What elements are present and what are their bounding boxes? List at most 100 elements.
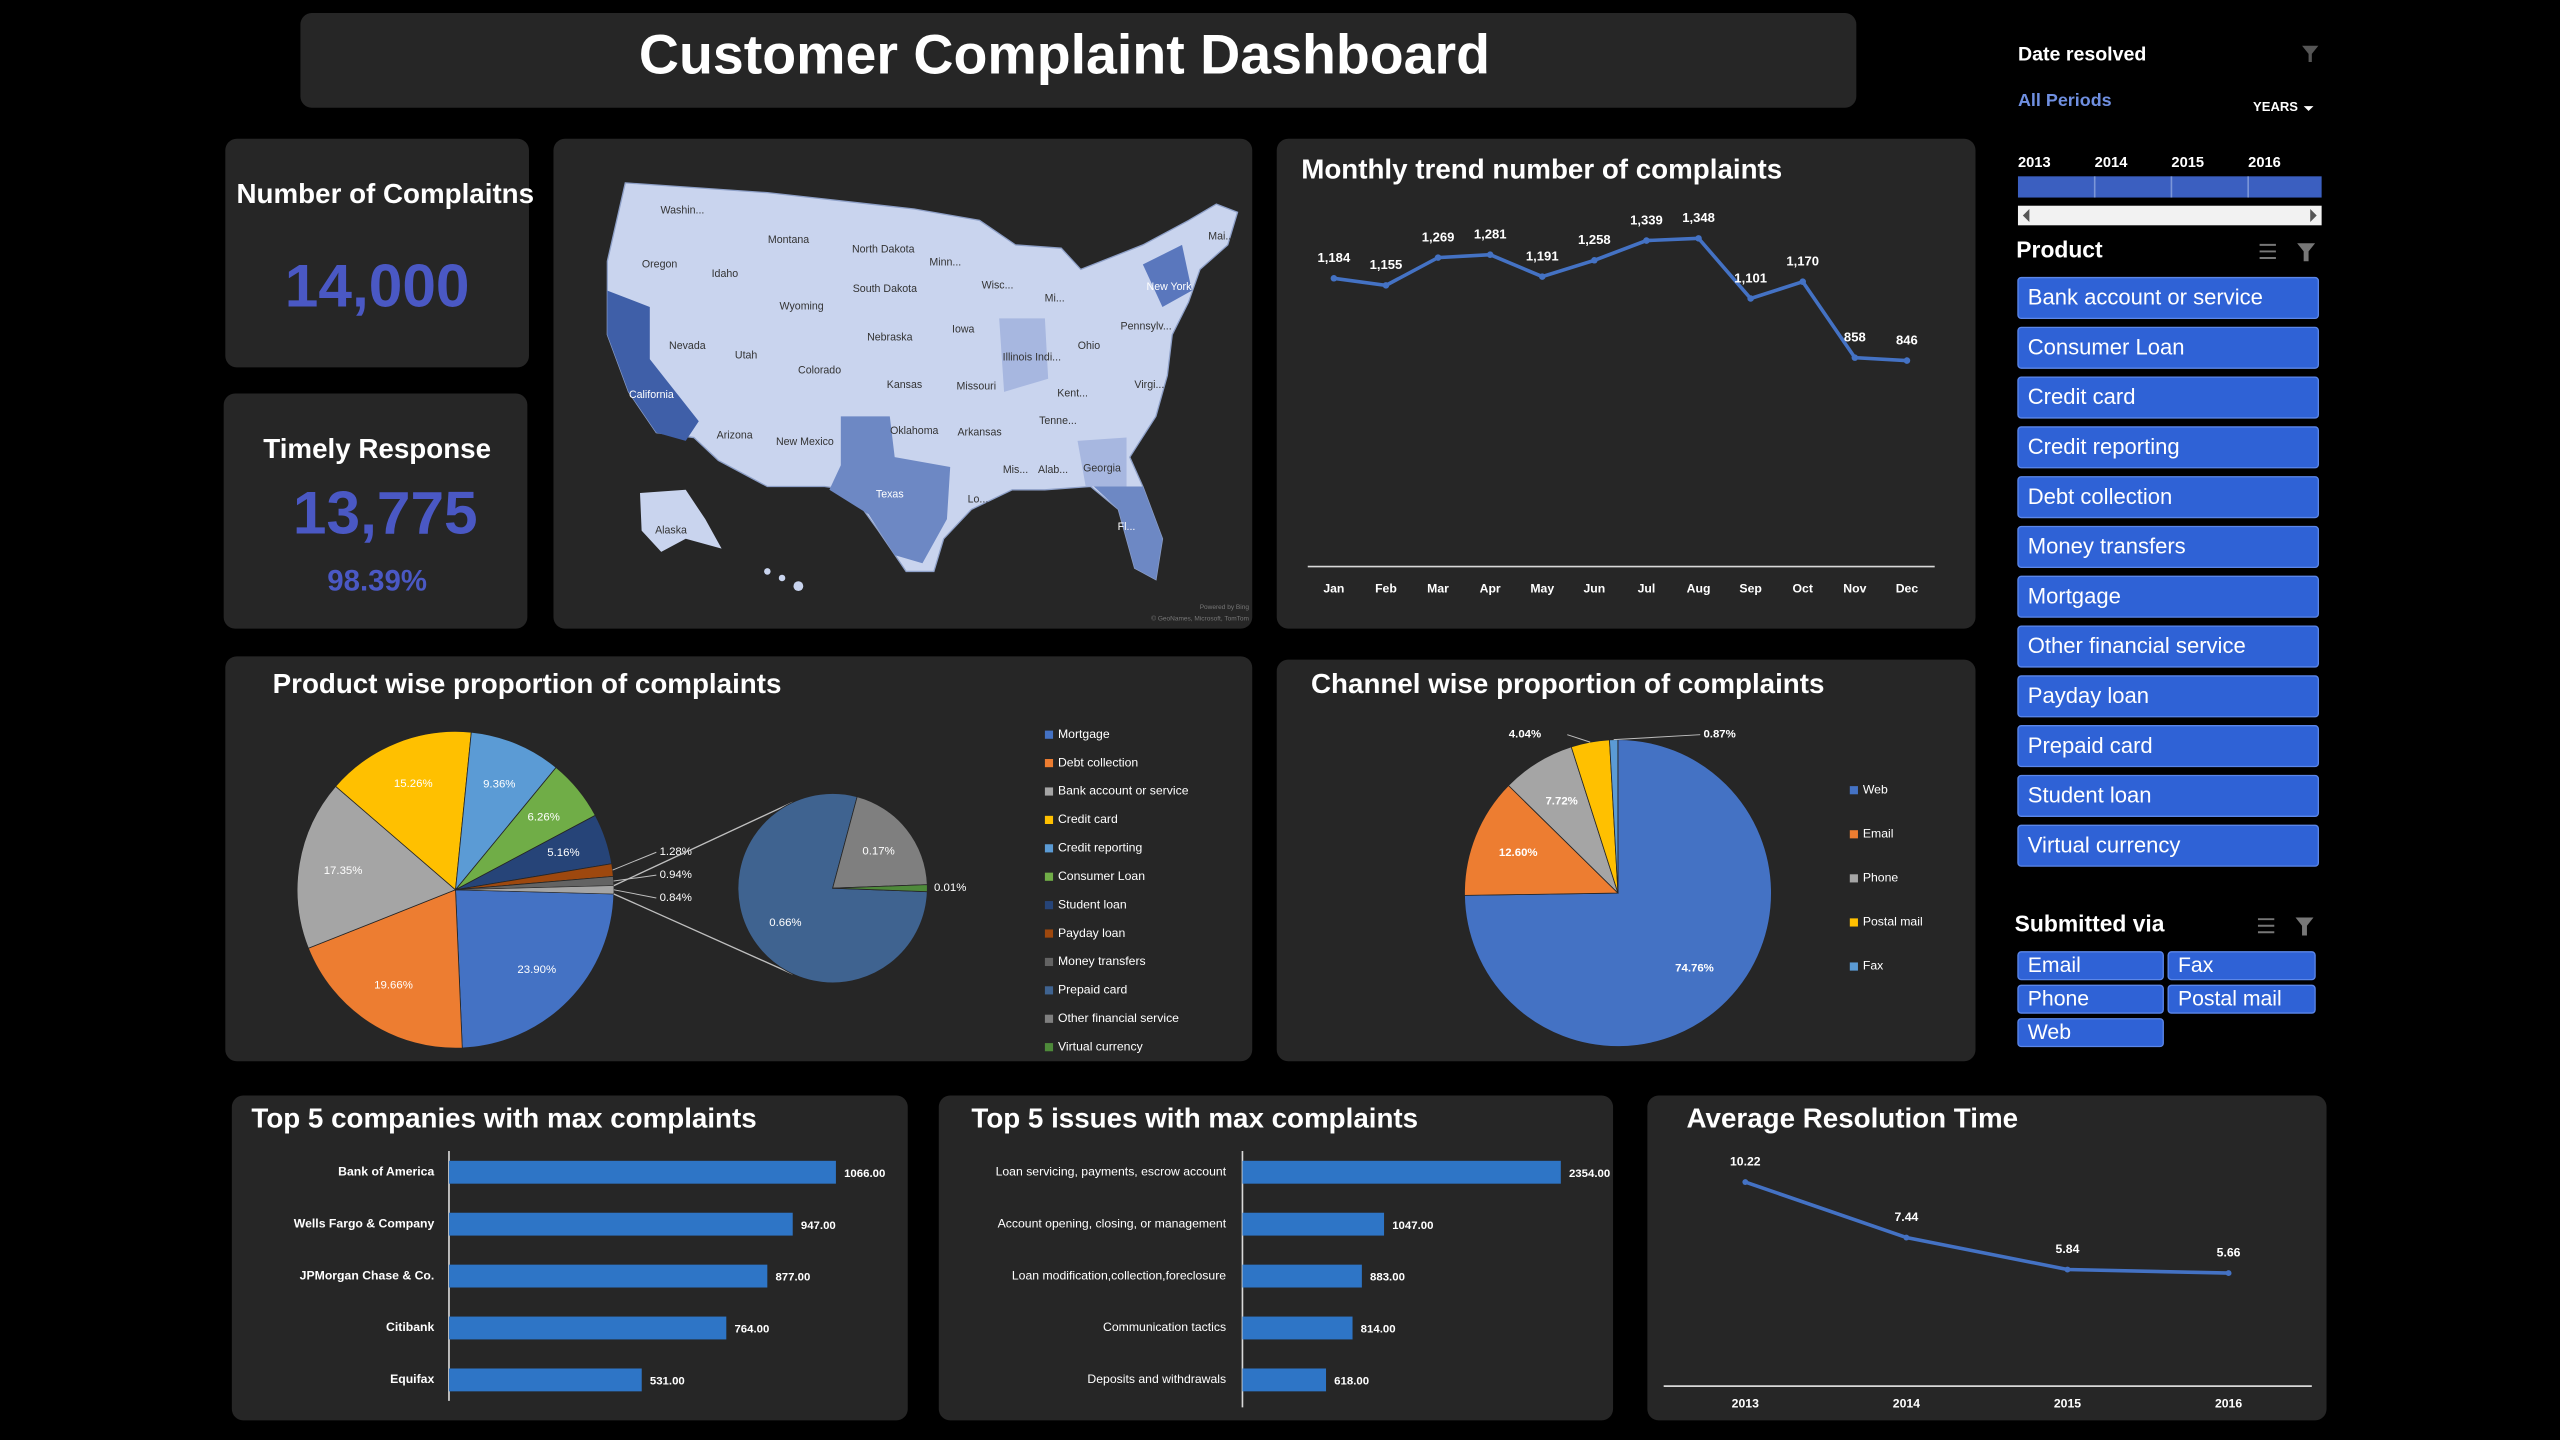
slicer-button[interactable] [2017, 951, 2164, 981]
slicer-item[interactable]: Fax [2178, 954, 2214, 977]
y-tick-label: Loan servicing, payments, escrow account [996, 1164, 1227, 1178]
map-label: Mai... [1208, 231, 1234, 243]
map [606, 182, 1239, 592]
slicer-item[interactable]: Bank account or service [2028, 285, 2263, 310]
bar [1242, 1368, 1327, 1392]
slicer-item[interactable]: Mortgage [2028, 583, 2121, 608]
slicer-item[interactable]: Consumer Loan [2028, 334, 2185, 359]
slicer-item[interactable]: Email [2028, 954, 2081, 977]
x-tick-label: 2014 [1893, 1396, 1920, 1410]
slicer-item[interactable]: Payday loan [2028, 683, 2149, 708]
slicer-button[interactable] [2017, 525, 2320, 568]
slicer-button[interactable] [2017, 1018, 2164, 1048]
slicer-item[interactable]: Prepaid card [2028, 733, 2153, 758]
slicer-item[interactable]: Money transfers [2028, 534, 2186, 559]
kpi-label: Timely Response [263, 433, 491, 464]
slicer-button[interactable] [2017, 774, 2320, 817]
slicer-item[interactable]: Virtual currency [2028, 832, 2181, 857]
data-label: 7.44 [1894, 1210, 1918, 1224]
timeline-scrollbar[interactable] [2017, 205, 2322, 226]
slicer-item[interactable]: Phone [2028, 988, 2089, 1011]
bar [1242, 1264, 1362, 1288]
data-label: 814.00 [1361, 1324, 1396, 1336]
scroll-arrow[interactable] [2022, 208, 2030, 223]
slicer-button[interactable] [2017, 625, 2320, 668]
bar [1242, 1212, 1385, 1236]
slicer-item[interactable]: Debt collection [2028, 484, 2173, 509]
slicer-button[interactable] [2017, 984, 2164, 1014]
filter-icon[interactable] [2295, 917, 2314, 936]
slicer-item[interactable]: Other financial service [2028, 633, 2246, 658]
legend-label: Payday loan [1058, 926, 1126, 940]
map-label: Minn... [929, 257, 961, 269]
map-label: South Dakota [853, 283, 917, 295]
map-hawaii [778, 574, 786, 582]
legend-label: Debt collection [1058, 755, 1138, 769]
data-label: 883.00 [1370, 1272, 1405, 1284]
leader-line [613, 889, 657, 899]
slicer-button[interactable] [2017, 326, 2320, 369]
data-label: 19.66% [374, 980, 413, 992]
slicer-button[interactable] [2017, 824, 2320, 867]
pie-slice [335, 731, 472, 891]
line-point [1538, 273, 1546, 280]
x-tick-label: Apr [1480, 582, 1501, 596]
timeline-year: 2014 [2095, 155, 2129, 171]
slicer-button[interactable] [2017, 376, 2320, 419]
slicer-button[interactable] [2167, 951, 2316, 981]
filter-icon[interactable] [2302, 45, 2319, 63]
slicer-item[interactable]: Student loan [2028, 783, 2152, 808]
data-label: 1,269 [1422, 229, 1455, 244]
timeline-year: 2015 [2171, 155, 2204, 171]
legend-label: Virtual currency [1058, 1039, 1144, 1053]
map-label: Wyoming [780, 301, 824, 313]
timeline-year: 2013 [2018, 155, 2051, 171]
data-label: 1066.00 [844, 1168, 885, 1180]
slicer-item[interactable]: Web [2028, 1021, 2071, 1044]
slicer-button[interactable] [2017, 575, 2320, 618]
x-tick-label: 2015 [2054, 1396, 2081, 1410]
data-label: 6.26% [528, 812, 560, 824]
data-label: 0.17% [862, 846, 894, 858]
legend-swatch [1044, 1043, 1054, 1052]
line-point [2225, 1270, 2232, 1277]
legend-label: Student loan [1058, 897, 1127, 911]
bar [448, 1212, 793, 1236]
slicer-button[interactable] [2017, 675, 2320, 718]
unit-label[interactable]: YEARS [2253, 99, 2298, 114]
map-label: Alab... [1038, 464, 1068, 476]
map-label: Ohio [1078, 340, 1101, 352]
map-region [999, 318, 1049, 392]
scroll-arrow[interactable] [2310, 208, 2317, 223]
dropdown-arrow[interactable] [2303, 106, 2314, 112]
timeline-bar[interactable] [2017, 176, 2322, 198]
pie-slice [307, 889, 463, 1049]
x-tick-label: Jun [1583, 582, 1605, 596]
legend-swatch [1044, 787, 1054, 796]
slicer-button[interactable] [2017, 426, 2320, 469]
slicer-button[interactable] [2017, 476, 2320, 519]
map-label: Virgi... [1134, 379, 1164, 391]
multiselect-icon[interactable] [2259, 243, 2276, 259]
data-label: 7.72% [1545, 796, 1577, 808]
slicer-button[interactable] [2167, 984, 2316, 1014]
legend-swatch [1044, 815, 1054, 824]
bar [1242, 1160, 1561, 1184]
filter-icon[interactable] [2297, 243, 2316, 262]
data-label: 858 [1844, 330, 1866, 345]
line-point [1851, 354, 1859, 361]
slicer-item[interactable]: Credit reporting [2028, 434, 2180, 459]
pie-slice [1464, 739, 1772, 1047]
slicer-button[interactable] [2017, 725, 2320, 768]
chart-panel [1647, 1095, 2327, 1421]
data-label: 618.00 [1334, 1376, 1369, 1388]
line-point [1486, 251, 1494, 258]
data-label: 1,339 [1630, 212, 1663, 227]
multiselect-icon[interactable] [2257, 918, 2275, 934]
map-label: Texas [876, 488, 904, 500]
data-label: 1,155 [1370, 257, 1403, 272]
slicer-button[interactable] [2017, 276, 2320, 320]
slicer-item[interactable]: Credit card [2028, 384, 2136, 409]
legend-label: Mortgage [1058, 727, 1110, 741]
slicer-item[interactable]: Postal mail [2178, 988, 2282, 1011]
